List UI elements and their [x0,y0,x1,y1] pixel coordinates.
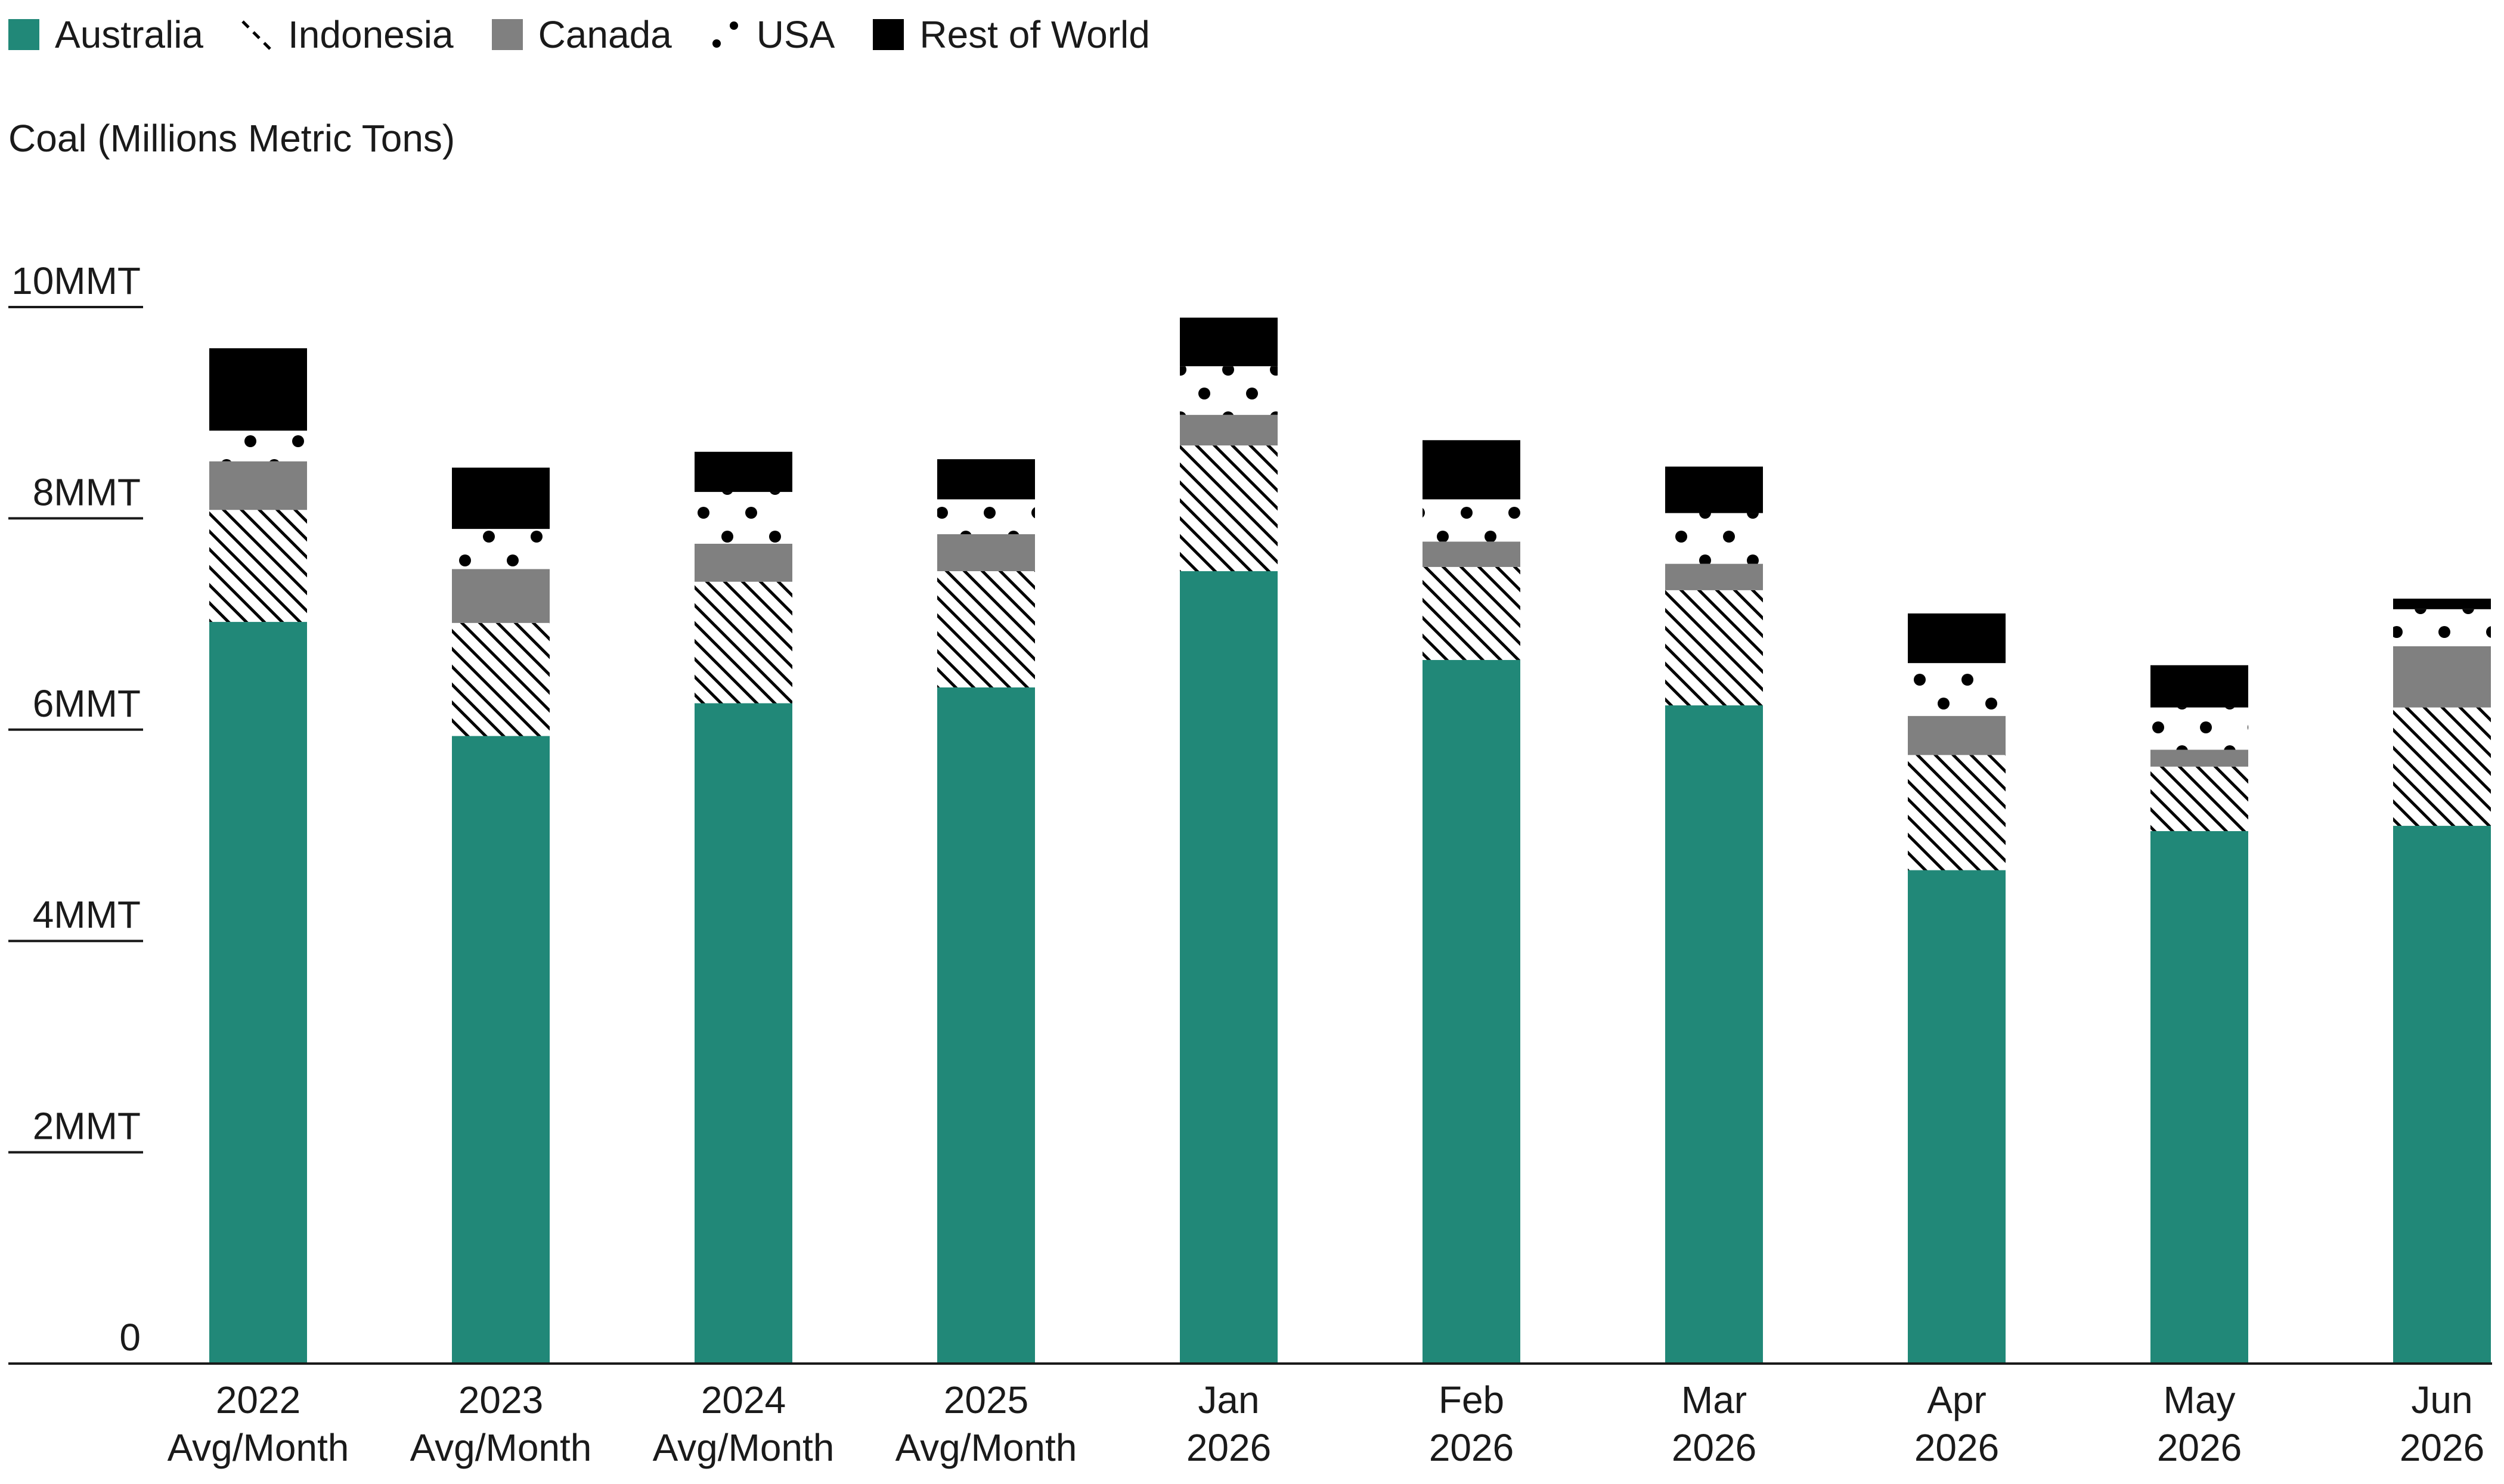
y-tick-label-10mmt: 10MMT [11,259,141,302]
bar-canada-may-2026 [2150,749,2248,767]
bar-indonesia-apr-2026 [1908,755,2006,870]
bar-rest-of-world-2024-avg-month [695,451,792,492]
x-tick-label-jun-2026-line-1: Jun [2411,1378,2472,1421]
x-tick-label-jan-2026-line-1: Jan [1198,1378,1259,1421]
bar-usa-apr-2026 [1908,663,2006,716]
bar-usa-jun-2026 [2393,609,2491,646]
bar-usa-feb-2026 [1423,499,1520,542]
legend-label-canada: Canada [538,13,672,56]
bar-australia-feb-2026 [1423,659,1520,1364]
bar-australia-may-2026 [2150,831,2248,1364]
bar-australia-2023-avg-month [452,736,550,1364]
bar-australia-2022-avg-month [209,622,307,1364]
x-tick-label-feb-2026-line-2: 2026 [1429,1426,1514,1469]
legend-item-indonesia: Indonesia [241,11,454,58]
x-tick-label-2024-avg-month-line-1: 2024 [701,1378,786,1421]
x-tick-label-mar-2026-line-1: Mar [1681,1378,1747,1421]
bar-australia-apr-2026 [1908,870,2006,1364]
x-tick-label-2024-avg-month-line-2: Avg/Month [653,1426,835,1469]
bar-indonesia-2025-avg-month [937,571,1035,687]
x-tick-label-jan-2026-line-2: 2026 [1186,1426,1271,1469]
legend-label-usa: USA [756,13,835,56]
bar-rest-of-world-jan-2026 [1180,317,1278,367]
bar-indonesia-2024-avg-month [695,581,792,704]
bar-canada-2023-avg-month [452,569,550,623]
legend-swatch-indonesia [241,20,271,50]
legend-label-rest-of-world: Rest of World [919,13,1150,56]
legend-item-usa: USA [710,11,835,58]
bar-australia-2025-avg-month [937,687,1035,1364]
x-tick-label-2022-avg-month-line-2: Avg/Month [168,1426,349,1469]
bar-canada-jan-2026 [1180,414,1278,446]
x-tick-label-may-2026-line-2: 2026 [2157,1426,2242,1469]
bar-usa-2025-avg-month [937,499,1035,534]
bar-canada-feb-2026 [1423,541,1520,567]
x-tick-label-2023-avg-month-line-1: 2023 [458,1378,543,1421]
y-tick-label-0: 0 [119,1316,141,1359]
bar-australia-2024-avg-month [695,703,792,1364]
bar-usa-2022-avg-month [209,430,307,461]
x-axis: 2022 Avg/Month 2023 Avg/Month 2024 Avg/Month 2… [8,1362,2492,1469]
legend-swatch-australia [8,19,39,50]
bar-indonesia-2022-avg-month [209,510,307,622]
x-tick-label-mar-2026-line-2: 2026 [1672,1426,1756,1469]
legend: Australia Indonesia Canada USA Rest of W… [8,11,1188,58]
bar-australia-jun-2026 [2393,826,2491,1364]
bar-rest-of-world-mar-2026 [1665,466,1763,513]
y-tick-label-2mmt: 2MMT [33,1105,141,1148]
x-tick-label-2025-avg-month-line-1: 2025 [944,1378,1028,1421]
bar-indonesia-mar-2026 [1665,590,1763,706]
bar-indonesia-feb-2026 [1423,566,1520,660]
legend-item-rest-of-world: Rest of World [873,11,1150,58]
bar-australia-mar-2026 [1665,705,1763,1364]
bar-usa-jan-2026 [1180,366,1278,415]
x-tick-label-may-2026-line-1: May [2164,1378,2236,1421]
bar-usa-mar-2026 [1665,513,1763,564]
bar-indonesia-jan-2026 [1180,445,1278,571]
y-tick-label-4mmt: 4MMT [33,893,141,936]
bar-usa-2024-avg-month [695,492,792,544]
bar-canada-apr-2026 [1908,715,2006,755]
y-axis: 0 2MMT 4MMT 6MMT 8MMT 10MMT [8,259,143,1359]
bars [209,317,2491,1364]
bar-rest-of-world-may-2026 [2150,665,2248,708]
bar-usa-2023-avg-month [452,529,550,569]
bar-rest-of-world-2025-avg-month [937,459,1035,500]
bar-rest-of-world-2023-avg-month [452,467,550,529]
bar-rest-of-world-jun-2026 [2393,599,2491,609]
bar-canada-mar-2026 [1665,563,1763,590]
x-tick-label-feb-2026-line-1: Feb [1439,1378,1504,1421]
x-tick-label-apr-2026-line-2: 2026 [1914,1426,1999,1469]
legend-label-australia: Australia [55,13,203,56]
bar-canada-jun-2026 [2393,646,2491,708]
bar-rest-of-world-2022-avg-month [209,348,307,431]
x-tick-label-2022-avg-month-line-1: 2022 [216,1378,300,1421]
x-tick-label-2025-avg-month-line-2: Avg/Month [895,1426,1077,1469]
y-tick-label-8mmt: 8MMT [33,470,141,513]
y-axis-title: Coal (Millions Metric Tons) [8,117,455,160]
bar-australia-jan-2026 [1180,571,1278,1364]
bar-indonesia-may-2026 [2150,766,2248,831]
bar-rest-of-world-apr-2026 [1908,613,2006,664]
legend-swatch-usa [712,21,738,48]
legend-swatch-canada [491,19,523,50]
y-tick-label-6mmt: 6MMT [33,682,141,725]
bar-indonesia-jun-2026 [2393,707,2491,826]
legend-label-indonesia: Indonesia [288,13,454,56]
legend-item-canada: Canada [491,11,672,58]
legend-swatch-rest-of-world [873,19,904,50]
x-tick-label-jun-2026-line-2: 2026 [2400,1426,2484,1469]
bar-canada-2025-avg-month [937,534,1035,571]
x-tick-label-apr-2026-line-1: Apr [1927,1378,1987,1421]
bar-canada-2022-avg-month [209,461,307,510]
bar-rest-of-world-feb-2026 [1423,440,1520,500]
legend-item-australia: Australia [8,11,203,58]
bar-indonesia-2023-avg-month [452,622,550,736]
bar-usa-may-2026 [2150,707,2248,750]
x-tick-label-2023-avg-month-line-2: Avg/Month [410,1426,592,1469]
bar-canada-2024-avg-month [695,543,792,582]
